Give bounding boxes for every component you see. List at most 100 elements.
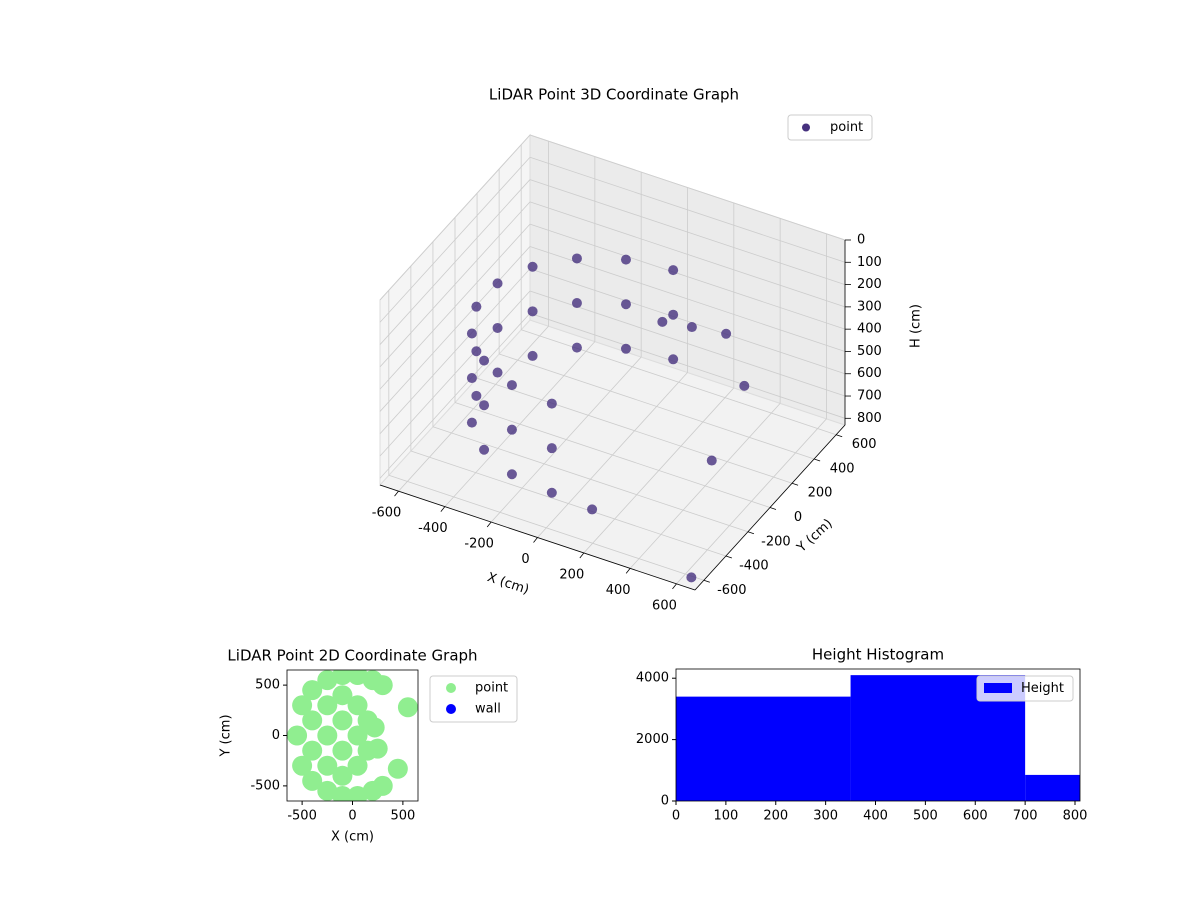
point (686, 572, 697, 583)
point (668, 354, 679, 365)
point (506, 469, 517, 480)
grid-line (529, 290, 846, 397)
z-tick-label: 600 (857, 366, 882, 381)
point (332, 670, 353, 686)
grid-line (379, 290, 531, 457)
z-tick-label: 800 (857, 411, 882, 426)
tick-mark (747, 531, 755, 535)
grid-line (529, 156, 846, 263)
x-tick-label: 200 (763, 809, 788, 824)
legend-marker (802, 123, 810, 132)
point (571, 253, 582, 264)
legend-label: point (475, 681, 508, 696)
point (739, 380, 750, 391)
point (347, 670, 368, 686)
z-tick-label: 700 (857, 389, 882, 404)
point (686, 322, 697, 333)
bar (676, 696, 851, 801)
grid-line (529, 179, 846, 285)
point (546, 487, 557, 498)
legend-label: point (830, 120, 863, 135)
legend-label: wall (475, 702, 501, 717)
x-tick-label: -200 (464, 537, 494, 552)
point (387, 758, 408, 779)
legend-marker (984, 683, 1012, 693)
point (372, 675, 393, 696)
point (347, 785, 368, 801)
grid-line (498, 353, 815, 460)
y-tick-label: 2000 (636, 732, 669, 747)
point (317, 725, 338, 746)
point (332, 785, 353, 801)
y-tick-label: 200 (808, 486, 833, 501)
grid-line (432, 426, 749, 533)
x-tick-label: 300 (813, 809, 838, 824)
grid-line (379, 246, 531, 412)
point (527, 306, 538, 317)
x-tick-label: 500 (390, 809, 415, 824)
point (332, 740, 353, 761)
y-tick-label: 0 (661, 794, 669, 809)
point (546, 443, 557, 454)
point (506, 380, 517, 391)
chart-title: Height Histogram (812, 646, 944, 664)
point (492, 322, 503, 333)
y-axis-label: Y (cm) (219, 714, 234, 757)
point (620, 343, 631, 354)
legend-label: Height (1021, 681, 1064, 696)
grid-line (529, 312, 846, 419)
point (302, 680, 323, 701)
point (668, 309, 679, 320)
y-tick-label: -500 (250, 778, 280, 793)
z-tick-label: 300 (857, 299, 882, 314)
point (721, 328, 732, 339)
tick-mark (625, 568, 631, 574)
y-tick-label: 400 (830, 461, 855, 476)
axis-line (379, 484, 696, 591)
point (479, 355, 490, 366)
axes-frame (675, 668, 1081, 802)
tick-mark (440, 506, 446, 512)
tick-mark (725, 555, 733, 559)
grid-line (379, 179, 531, 345)
bar (1025, 774, 1080, 801)
z-tick-label: 100 (857, 255, 882, 270)
z-tick-label: 200 (857, 277, 882, 292)
y-tick-label: 500 (255, 678, 280, 693)
x-tick-label: 800 (1063, 809, 1088, 824)
plot-area (287, 670, 418, 801)
y-tick-label: 4000 (636, 671, 669, 686)
z-tick-label: 500 (857, 344, 882, 359)
tick-mark (579, 552, 585, 559)
point (364, 717, 385, 738)
point (506, 424, 517, 435)
grid-line (379, 201, 531, 368)
point (587, 504, 598, 515)
point (479, 444, 490, 455)
grid-line (529, 223, 846, 330)
x-tick-label: 0 (348, 809, 356, 824)
y-tick-label: 600 (852, 437, 877, 452)
point (471, 301, 482, 312)
point (317, 670, 338, 691)
point (367, 738, 388, 759)
point (317, 780, 338, 801)
chart-title: LiDAR Point 2D Coordinate Graph (227, 647, 477, 665)
point (546, 398, 557, 409)
point (471, 346, 482, 357)
point (302, 710, 323, 731)
point (657, 316, 668, 327)
point (317, 695, 338, 716)
point (466, 373, 477, 384)
point (527, 261, 538, 272)
grid-line (379, 134, 531, 301)
y-tick-label: -200 (761, 534, 791, 549)
point (397, 697, 418, 718)
point (620, 299, 631, 310)
z-tick-label: 0 (857, 233, 865, 248)
grid-line (529, 246, 846, 352)
grid-line (379, 313, 531, 479)
tick-mark (703, 579, 710, 583)
x-tick-label: -400 (418, 521, 448, 536)
legend-box (787, 114, 873, 141)
